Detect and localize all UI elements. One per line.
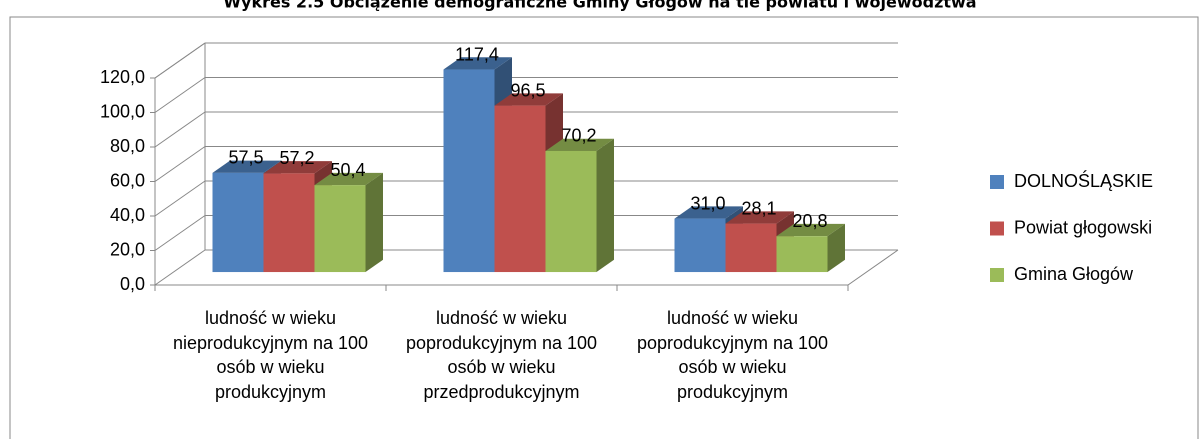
legend-swatch [990, 268, 1004, 282]
grid-line [154, 42, 206, 79]
bar [725, 223, 777, 273]
value-label: 96,5 [510, 80, 545, 100]
bar [494, 105, 546, 273]
value-label: 50,4 [330, 160, 365, 180]
y-tick-label: 40,0 [110, 205, 145, 225]
y-tick-label: 100,0 [100, 101, 145, 121]
legend-swatch [990, 175, 1004, 189]
bar-top [494, 93, 563, 106]
bar-top [776, 223, 845, 237]
x-tick-label: ludność w wieku poprodukcyjnym na 100 os… [405, 308, 598, 402]
grid-line [154, 180, 206, 217]
bar [314, 185, 366, 273]
bar-top [725, 211, 794, 224]
bar-top [674, 206, 743, 219]
y-tick-label: 120,0 [100, 67, 145, 87]
y-tick-label: 0,0 [120, 274, 145, 294]
grid-line [154, 77, 206, 113]
grid-line [154, 146, 206, 182]
bar [443, 69, 495, 273]
bar-side [365, 172, 383, 273]
y-tick-label: 20,0 [110, 239, 145, 259]
x-tick-label: ludność w wieku poprodukcyjnym na 100 os… [636, 308, 829, 402]
bar-side [596, 138, 614, 273]
x-tick-label: ludność w wieku nieprodukcyjnym na 100 o… [172, 308, 369, 402]
y-tick-label: 60,0 [110, 170, 145, 190]
grid-line [154, 215, 206, 251]
bar-top [212, 160, 281, 173]
legend-label: Powiat głogowski [1014, 217, 1152, 237]
bar-top [545, 138, 614, 151]
legend-label: Gmina Głogów [1014, 264, 1134, 284]
value-label: 31,0 [690, 193, 725, 213]
value-label: 57,5 [228, 148, 263, 168]
bar-top [314, 172, 383, 186]
bar-side [827, 223, 845, 273]
grid-line [154, 111, 206, 148]
value-label: 20,8 [792, 211, 827, 231]
legend-label: DOLNOŚLĄSKIE [1014, 170, 1153, 191]
grid-line [154, 249, 206, 286]
legend-swatch [990, 221, 1004, 236]
chart-title: Wykres 2.5 Obciążenie demograficzne Gmin… [223, 0, 976, 12]
bar-top [443, 57, 512, 70]
bar [263, 173, 315, 273]
value-label: 28,1 [741, 198, 776, 218]
y-tick-label: 80,0 [110, 136, 145, 156]
bar [776, 236, 828, 273]
value-label: 57,2 [279, 148, 314, 168]
bar [674, 218, 726, 273]
chart-border [9, 16, 1199, 439]
value-label: 70,2 [561, 126, 596, 146]
bar-top [263, 161, 332, 174]
value-label: 117,4 [455, 44, 499, 64]
bar [545, 150, 597, 273]
bar [212, 172, 264, 273]
